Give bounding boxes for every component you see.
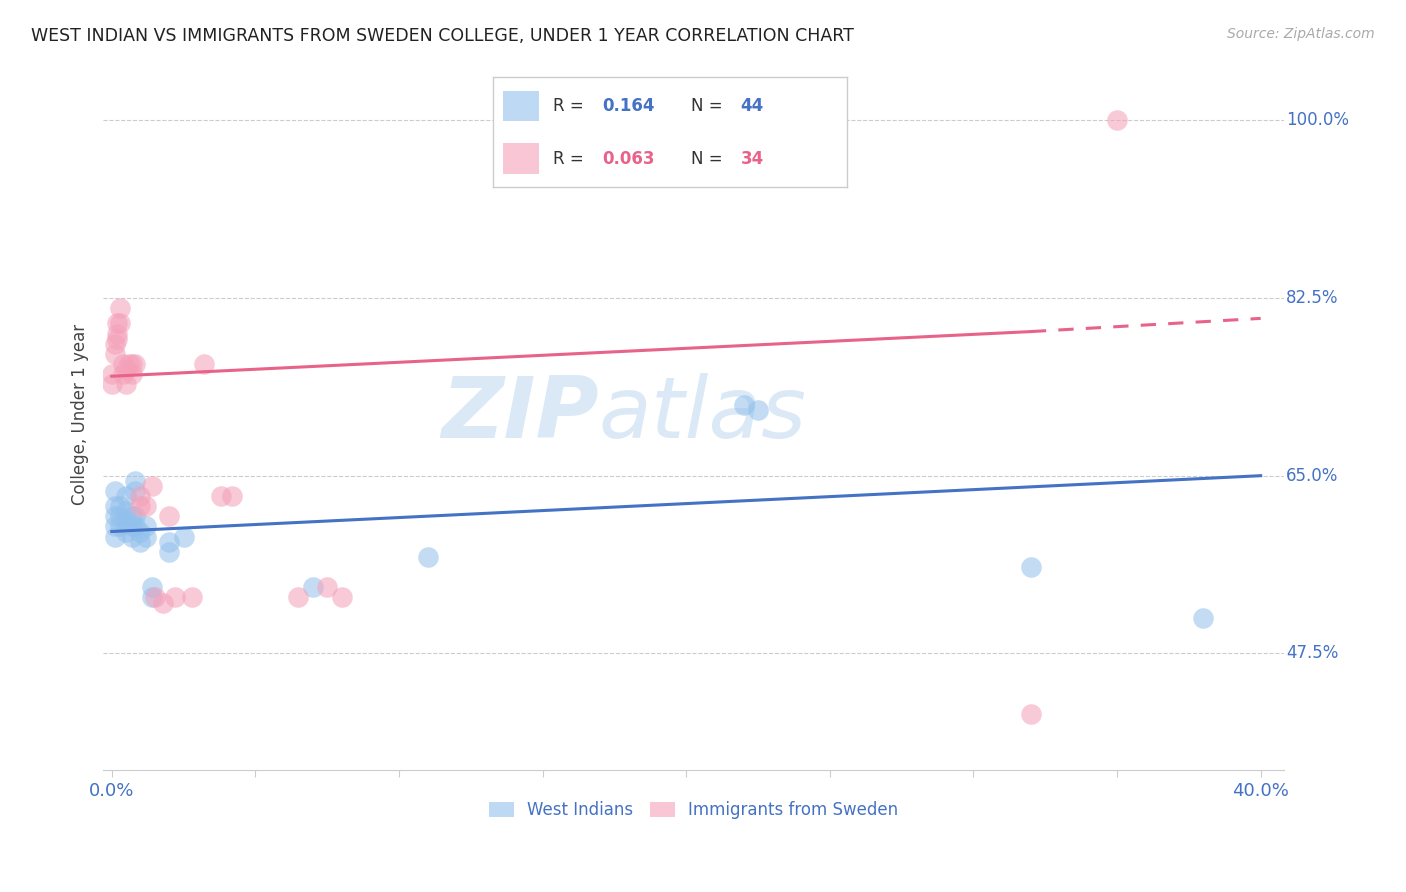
Point — [104, 499, 127, 513]
Point — [416, 549, 439, 564]
Point — [143, 591, 166, 605]
Point — [110, 301, 132, 316]
Point — [316, 580, 339, 594]
Point — [115, 377, 138, 392]
Point — [157, 545, 180, 559]
Text: 82.5%: 82.5% — [1286, 289, 1339, 307]
Point — [287, 591, 309, 605]
Point — [124, 519, 146, 533]
Point — [129, 524, 152, 539]
Point — [135, 499, 157, 513]
Point — [221, 489, 243, 503]
Text: atlas: atlas — [599, 373, 807, 457]
Point — [115, 524, 138, 539]
Point — [104, 530, 127, 544]
Point — [124, 483, 146, 498]
Point — [330, 591, 353, 605]
Point — [104, 347, 127, 361]
Point — [129, 534, 152, 549]
Text: Source: ZipAtlas.com: Source: ZipAtlas.com — [1227, 27, 1375, 41]
Point — [173, 530, 195, 544]
Point — [115, 504, 138, 518]
Point — [141, 580, 163, 594]
Point — [124, 474, 146, 488]
Point — [163, 591, 186, 605]
Point — [100, 368, 122, 382]
Text: WEST INDIAN VS IMMIGRANTS FROM SWEDEN COLLEGE, UNDER 1 YEAR CORRELATION CHART: WEST INDIAN VS IMMIGRANTS FROM SWEDEN CO… — [31, 27, 853, 45]
Point — [181, 591, 204, 605]
Y-axis label: College, Under 1 year: College, Under 1 year — [72, 324, 89, 506]
Point — [747, 402, 769, 417]
Point — [104, 336, 127, 351]
Point — [112, 357, 135, 371]
Text: 65.0%: 65.0% — [1286, 467, 1339, 484]
Point — [1192, 611, 1215, 625]
Point — [157, 534, 180, 549]
Point — [129, 489, 152, 503]
Point — [100, 377, 122, 392]
Point — [733, 398, 755, 412]
Point — [110, 519, 132, 533]
Point — [112, 368, 135, 382]
Point — [135, 530, 157, 544]
Point — [118, 357, 141, 371]
Point — [121, 519, 143, 533]
Point — [115, 514, 138, 528]
Point — [104, 483, 127, 498]
Point — [124, 509, 146, 524]
Point — [301, 580, 323, 594]
Point — [193, 357, 215, 371]
Point — [107, 317, 129, 331]
Point — [110, 499, 132, 513]
Text: 100.0%: 100.0% — [1286, 112, 1348, 129]
Text: 47.5%: 47.5% — [1286, 644, 1339, 662]
Point — [1105, 113, 1128, 128]
Point — [110, 509, 132, 524]
Point — [107, 326, 129, 341]
Point — [121, 357, 143, 371]
Text: ZIP: ZIP — [441, 373, 599, 457]
Point — [121, 368, 143, 382]
Point — [115, 489, 138, 503]
Point — [115, 362, 138, 376]
Point — [135, 519, 157, 533]
Point — [157, 509, 180, 524]
Legend: West Indians, Immigrants from Sweden: West Indians, Immigrants from Sweden — [482, 794, 905, 826]
Point — [104, 509, 127, 524]
Point — [209, 489, 232, 503]
Point — [141, 591, 163, 605]
Point — [1019, 560, 1042, 574]
Point — [129, 499, 152, 513]
Point — [121, 530, 143, 544]
Point — [1019, 707, 1042, 722]
Point — [107, 332, 129, 346]
Point — [141, 479, 163, 493]
Point — [110, 317, 132, 331]
Point — [121, 509, 143, 524]
Point — [104, 519, 127, 533]
Point — [152, 596, 174, 610]
Point — [124, 357, 146, 371]
